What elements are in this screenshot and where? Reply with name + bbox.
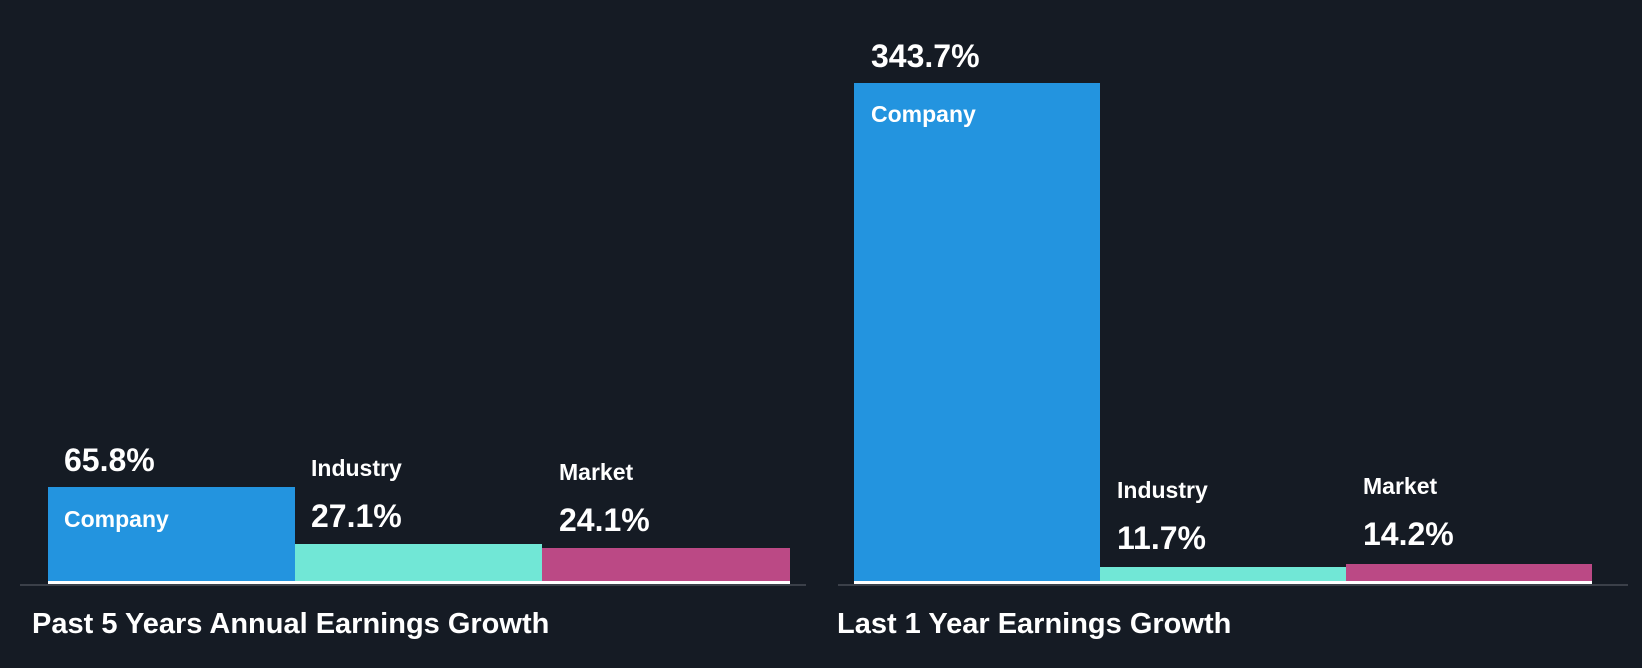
x-axis-baseline [838,584,1628,586]
market-value: 24.1% [559,502,650,538]
industry-label: Industry [1117,477,1208,503]
market-label: Market [559,459,634,485]
company-value: 343.7% [871,38,980,74]
chart-title: Past 5 Years Annual Earnings Growth [32,608,550,640]
chart-past-5-years: 65.8% Company Industry 27.1% Market 24.1… [20,442,806,640]
bar-industry [295,544,542,584]
industry-value: 11.7% [1117,520,1206,556]
bar-market [542,548,790,584]
chart-title: Last 1 Year Earnings Growth [837,608,1232,640]
company-label: Company [871,101,976,127]
chart-last-1-year: 343.7% Company Industry 11.7% Market 14.… [821,0,1642,668]
bar-market [1346,564,1592,584]
industry-value: 27.1% [311,498,402,534]
x-axis-baseline [20,584,806,586]
bar-company [854,83,1100,584]
bar-company [48,487,295,584]
company-label: Company [64,506,169,532]
market-value: 14.2% [1363,516,1454,552]
market-label: Market [1363,473,1438,499]
industry-label: Industry [311,455,402,481]
company-value: 65.8% [64,442,155,478]
bar-industry [1100,567,1346,584]
